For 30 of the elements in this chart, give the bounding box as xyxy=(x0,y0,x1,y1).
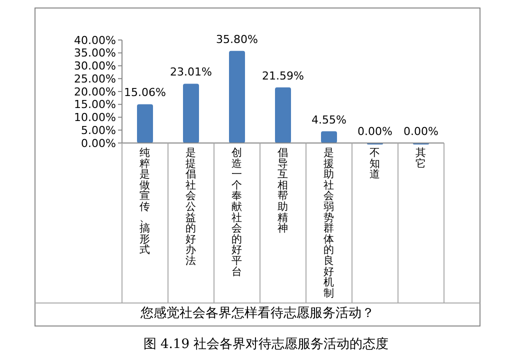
y-tick-label: 15.00% xyxy=(74,98,116,112)
y-tick-label: 30.00% xyxy=(74,60,116,73)
category-label: 创造一个奉献社会的好平台 xyxy=(232,147,242,278)
x-tick-label: 其它 xyxy=(416,146,426,170)
y-tick-label: 40.00% xyxy=(74,34,116,47)
y-tick-label: 0.00% xyxy=(81,136,116,150)
bar xyxy=(229,50,245,143)
data-label: 0.00% xyxy=(404,125,438,138)
data-label: 23.01% xyxy=(170,66,212,79)
bar xyxy=(137,104,153,143)
data-label: 4.55% xyxy=(312,113,346,126)
data-label: 21.59% xyxy=(262,69,304,82)
bar xyxy=(183,84,199,143)
x-tick-label: 倡导互相帮助精神 xyxy=(278,147,288,235)
y-tick-label: 10.00% xyxy=(74,111,116,124)
category-label: 是援助社会弱势群体的良好机制 xyxy=(324,147,334,300)
data-label: 15.06% xyxy=(124,86,166,100)
x-tick-label: 不知道 xyxy=(370,147,380,181)
bar xyxy=(275,87,291,143)
y-tick-label: 20.00% xyxy=(74,85,116,98)
bar xyxy=(321,131,337,143)
y-tick-label: 35.00% xyxy=(74,46,116,60)
y-tick-label: 5.00% xyxy=(81,124,116,137)
y-tick-label: 25.00% xyxy=(74,72,116,86)
text: 您感觉社会各界怎样看待志愿服务活动？ xyxy=(140,306,374,321)
category-label: 纯粹是做宣传、搞形式 xyxy=(140,147,150,256)
data-label: 35.80% xyxy=(216,32,258,46)
data-label: 0.00% xyxy=(358,125,392,138)
caption: 图 4.19 社会各界对待志愿服务活动的态度 xyxy=(143,336,389,352)
category-label: 是提倡社会公益的好办法 xyxy=(186,147,196,267)
